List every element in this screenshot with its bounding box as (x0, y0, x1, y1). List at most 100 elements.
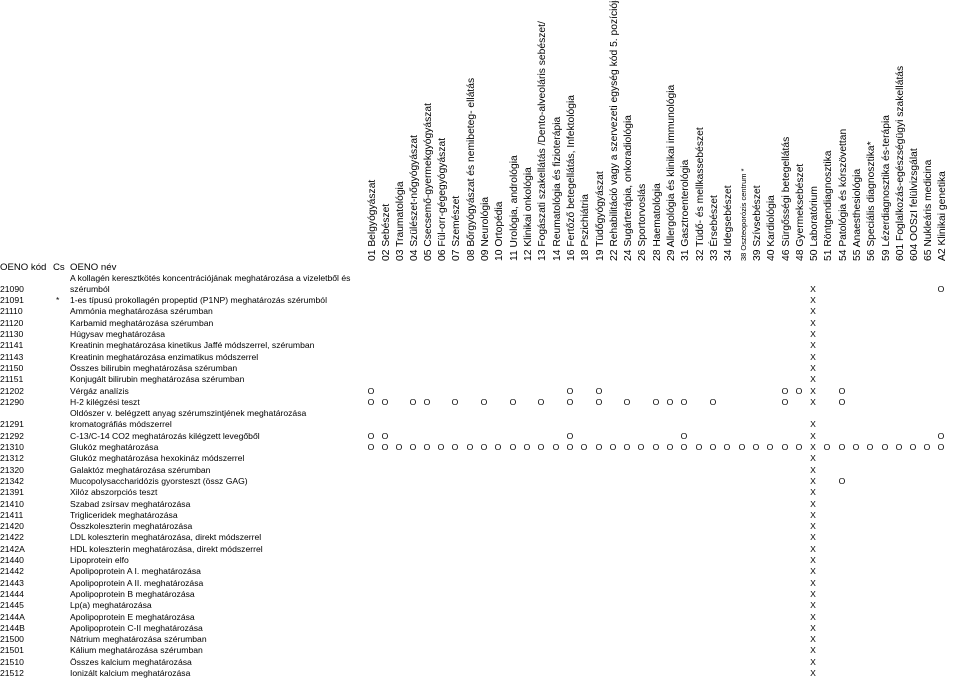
row-mark: O (367, 442, 375, 452)
column-header: 08 Bőrgyógyászat és nemibeteg- ellátás (463, 0, 477, 272)
row-mark: O (881, 442, 889, 452)
column-header: 39 Szívsebészet (749, 0, 763, 272)
column-header: 28 Haematológia (649, 0, 663, 272)
row-mark: O (552, 442, 560, 452)
row-mark: X (810, 453, 816, 464)
row-mark: O (752, 442, 760, 452)
table-row: 21440 Lipoprotein elfo X (0, 555, 960, 566)
column-header-label: 65 Nukleáris medicina (923, 159, 934, 261)
row-mark: O (566, 396, 574, 407)
row-name: Apolipoprotein B meghatározása (70, 588, 195, 599)
row-name: Xilóz abszorpciós teszt (70, 487, 158, 498)
table-row: 21422 LDL koleszterin meghatározása, dire… (0, 532, 960, 543)
row-mark: O (781, 396, 789, 407)
row-code: 21442 (0, 566, 24, 577)
row-mark: X (810, 656, 816, 667)
row-mark: O (509, 396, 517, 407)
row-name: Apolipoprotein A II. meghatározása (70, 577, 204, 588)
column-header: 02 Sebészet (378, 0, 392, 272)
row-name: Összes bilirubin meghatározása szérumban (70, 362, 238, 373)
column-header-label: 01 Belgyógyászat (367, 179, 378, 261)
row-mark: O (595, 442, 603, 452)
column-header: 31 Gasztroenterológia (677, 0, 691, 272)
column-header-label: 14 Reumatológia és fizioterápia (552, 116, 563, 261)
row-mark: X (810, 419, 816, 430)
row-mark: X (810, 509, 816, 520)
row-name: Nátrium meghatározása szérumban (70, 634, 207, 645)
row-mark: O (466, 442, 474, 452)
column-header: 01 Belgyógyászat (364, 0, 378, 272)
column-header: 46 Sürgősségi betegellátás (778, 0, 792, 272)
table-row: 21312 Glukóz meghatározása hexokináz móds… (0, 453, 960, 464)
column-header-label: 09 Neurológia (480, 196, 491, 261)
row-mark: O (395, 442, 403, 452)
table-row: 21411 Trigliceridek meghatározása X (0, 510, 960, 521)
row-mark: X (810, 622, 816, 633)
column-header: 55 Anaesthesiológia (849, 0, 863, 272)
row-code: 21510 (0, 656, 24, 667)
row-mark: X (810, 351, 816, 362)
row-mark: X (810, 634, 816, 645)
row-code: 21445 (0, 600, 24, 611)
row-mark: O (652, 442, 660, 452)
column-header-label: 29 Allergológia és klinikai immunológia (666, 84, 677, 261)
column-header-label: 10 Ortopédia (494, 201, 505, 261)
column-header-label: 40 Kardiológia (766, 195, 777, 261)
row-mark: X (810, 283, 816, 294)
column-header: 65 Nukleáris medicina (920, 0, 934, 272)
row-code: 21143 (0, 351, 24, 362)
table-row: 2142A HDL koleszterin meghatározása, dire… (0, 544, 960, 555)
row-mark: X (810, 555, 816, 565)
table-row: 21310 Glukóz meghatározása O O O O O O O O O O O O O O O… (0, 442, 960, 453)
row-name: Kreatinin meghatározása enzimatikus móds… (70, 351, 259, 362)
row-mark: O (537, 396, 545, 407)
column-header-label: 56 Speciális diagnosztika* (866, 141, 877, 261)
row-mark: O (923, 442, 931, 452)
row-mark: O (937, 283, 945, 294)
row-mark: O (680, 396, 688, 407)
row-name: Összkoleszterin meghatározása (70, 521, 193, 532)
row-code: 2144B (0, 622, 25, 633)
column-header-label: 06 Fül-orr-gégegyógyászat (437, 137, 448, 261)
row-name: H-2 kilégzési teszt (70, 396, 140, 407)
column-header: 03 Traumatológia (392, 0, 406, 272)
row-mark: O (480, 396, 488, 407)
row-code: 21291 (0, 419, 24, 430)
row-mark: O (451, 442, 459, 452)
row-mark: O (852, 442, 860, 452)
row-mark: O (523, 442, 531, 452)
row-mark: O (381, 430, 389, 441)
column-header: 06 Fül-orr-gégegyógyászat (434, 0, 448, 272)
table-row: 21501 Kálium meghatározása szérumban X (0, 645, 960, 656)
table-row: 21090 A kollagén keresztkötés koncentráci… (0, 273, 960, 296)
column-header-label: 03 Traumatológia (395, 181, 406, 261)
column-header: 12 Klinikai onkológia (520, 0, 534, 272)
row-mark: O (566, 385, 574, 396)
column-header: 59 Lézerdiagnosztika és-terápia (878, 0, 892, 272)
row-mark: O (781, 385, 789, 396)
row-code: 21420 (0, 521, 24, 532)
column-header-label: 13 Fogászati szakellátás /Dento-alveolár… (537, 21, 548, 261)
column-header-label: 50 Laboratórium (809, 186, 820, 261)
column-header-label: 39 Szívsebészet (752, 185, 763, 261)
row-mark: X (810, 329, 816, 339)
row-mark: O (937, 430, 945, 441)
row-code: 21501 (0, 645, 24, 656)
row-mark: X (810, 521, 816, 532)
column-header-label: 22 Rehabilitáció vagy a szervezeti egysé… (609, 0, 620, 261)
row-mark: X (810, 645, 816, 656)
row-name: Kreatinin meghatározása kinetikus Jaffé … (70, 340, 315, 351)
row-mark: O (451, 396, 459, 407)
row-code: 21090 (0, 283, 24, 294)
row-code: 21312 (0, 453, 24, 464)
table-row: 21150 Összes bilirubin meghatározása szér… (0, 363, 960, 374)
row-mark: O (795, 442, 803, 452)
row-name: Kálium meghatározása szérumban (70, 645, 203, 656)
table-row: 21443 Apolipoprotein A II. meghatározása X (0, 578, 960, 589)
column-header-label: 16 Fertőző betegellátás, Infektológia (566, 94, 577, 261)
table-row: 21444 Apolipoprotein B meghatározása X (0, 589, 960, 600)
table-row: 21091 * 1-es típusú prokollagén propeptid … (0, 295, 960, 306)
row-mark: O (838, 442, 846, 452)
row-name: Lp(a) meghatározása (70, 600, 152, 611)
row-mark: O (909, 442, 917, 452)
